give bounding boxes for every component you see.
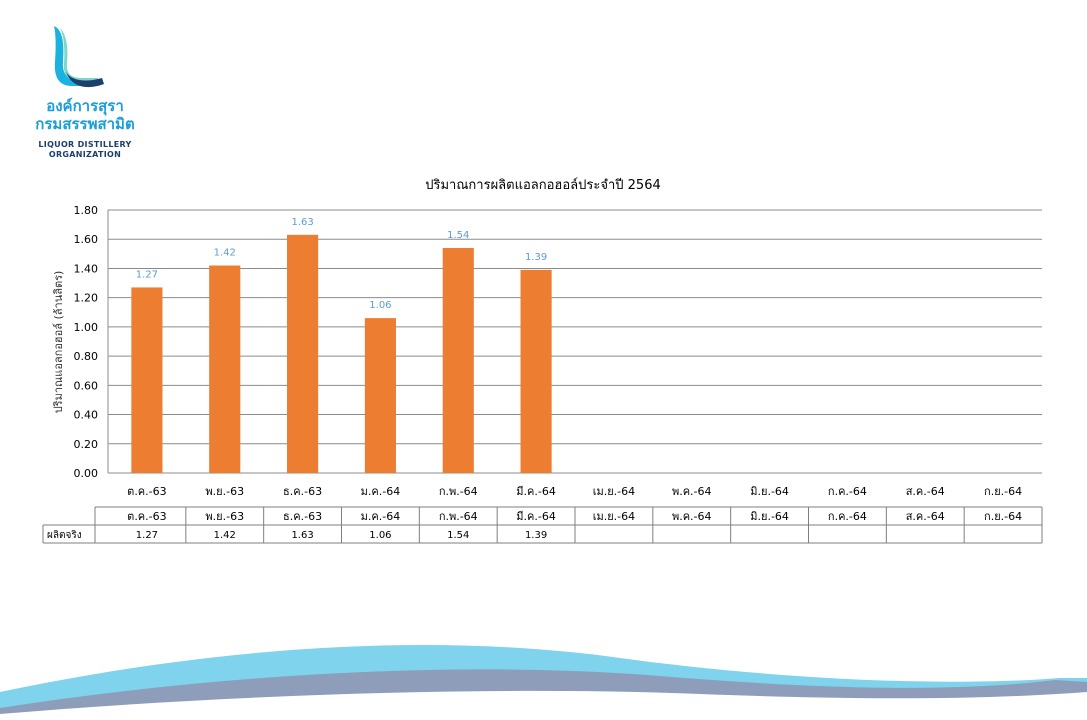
table-header-cell: ต.ค.-63 xyxy=(127,510,166,523)
bar xyxy=(364,318,396,473)
x-tick-label: มี.ค.-64 xyxy=(516,485,556,498)
logo-name-english-line2: ORGANIZATION xyxy=(48,150,122,159)
data-label: 1.27 xyxy=(136,269,158,280)
x-tick-label: ก.ค.-64 xyxy=(828,485,867,498)
y-tick-label: 1.40 xyxy=(74,262,99,275)
gridlines xyxy=(107,209,1042,474)
table-header-cell: ก.พ.-64 xyxy=(439,510,478,523)
y-tick-label: 0.80 xyxy=(74,350,99,363)
table-value-cell: 1.42 xyxy=(214,530,236,541)
y-tick-labels: 0.00 0.20 0.40 0.60 0.80 1.00 1.20 1.40 1.60 1.80 xyxy=(74,204,99,480)
y-tick-label: 1.80 xyxy=(74,204,99,217)
bar xyxy=(131,287,163,473)
x-tick-label: เม.ย.-64 xyxy=(593,485,635,498)
table-value-cell: 1.39 xyxy=(525,530,547,541)
table-header-cell: ม.ค.-64 xyxy=(361,510,401,523)
production-chart: ปริมาณการผลิตแอลกอฮอล์ประจำปี 2564 ปริมา… xyxy=(42,177,1043,544)
x-tick-label: ม.ค.-64 xyxy=(361,485,401,498)
data-label: 1.39 xyxy=(525,252,547,263)
table-header-cell: ธ.ค.-63 xyxy=(283,510,322,523)
y-tick-label: 0.40 xyxy=(74,409,99,422)
table-value-cell: 1.63 xyxy=(291,530,313,541)
table-row-header: ผลิตจริง xyxy=(47,530,82,541)
table-header-cell: ส.ค.-64 xyxy=(906,510,945,523)
data-label: 1.06 xyxy=(369,300,391,311)
logo-name-thai-line1: องค์การสุรา xyxy=(46,97,124,115)
table-header-cell: พ.ค.-64 xyxy=(672,510,712,523)
table-header-cell: เม.ย.-64 xyxy=(593,510,635,523)
x-tick-label: ก.พ.-64 xyxy=(439,485,478,498)
data-labels: 1.27 1.42 1.63 1.06 1.54 1.39 xyxy=(136,217,547,311)
logo: องค์การสุรา กรมสรรพสามิต LIQUOR DISTILLE… xyxy=(20,18,150,168)
decorative-waves-icon xyxy=(0,645,1087,720)
y-tick-label: 0.00 xyxy=(74,467,99,480)
table-header-cell: ก.ค.-64 xyxy=(828,510,867,523)
table-header-cell: มี.ค.-64 xyxy=(516,510,556,523)
bar xyxy=(442,247,474,473)
x-tick-label: ก.ย.-64 xyxy=(984,485,1022,498)
data-label: 1.42 xyxy=(214,248,236,259)
table-header-cell: ก.ย.-64 xyxy=(984,510,1022,523)
bar xyxy=(520,269,552,473)
x-tick-label: มิ.ย.-64 xyxy=(750,485,789,498)
table-value-cell: 1.54 xyxy=(447,530,469,541)
y-tick-label: 0.60 xyxy=(74,379,99,392)
logo-name-thai-line2: กรมสรรพสามิต xyxy=(35,115,135,133)
table-value-cell: 1.27 xyxy=(136,530,158,541)
y-tick-label: 0.20 xyxy=(74,438,99,451)
logo-l-mark-icon xyxy=(54,26,104,88)
y-tick-label: 1.00 xyxy=(74,321,99,334)
y-axis-label: ปริมาณแอลกอฮอล์ (ล้านลิตร) xyxy=(52,271,65,414)
data-label: 1.63 xyxy=(291,217,313,228)
table-header-cell: พ.ย.-63 xyxy=(205,510,244,523)
logo-name-english-line1: LIQUOR DISTILLERY xyxy=(38,140,132,149)
y-tick-label: 1.60 xyxy=(74,233,99,246)
x-tick-label: ธ.ค.-63 xyxy=(283,485,322,498)
x-tick-labels: ต.ค.-63 พ.ย.-63 ธ.ค.-63 ม.ค.-64 ก.พ.-64 มี.ค.… xyxy=(127,485,1022,498)
y-tick-label: 1.20 xyxy=(74,292,99,305)
x-tick-label: พ.ย.-63 xyxy=(205,485,244,498)
table-header-cell: มิ.ย.-64 xyxy=(750,510,789,523)
bar xyxy=(209,265,241,473)
table-value-cell: 1.06 xyxy=(369,530,391,541)
x-tick-label: ต.ค.-63 xyxy=(127,485,166,498)
data-label: 1.54 xyxy=(447,230,469,241)
data-table: ผลิตจริง ต.ค.-63 1.27 พ.ย.-63 1.42 ธ.ค.-63 1.6… xyxy=(42,506,1043,544)
bars xyxy=(131,234,552,473)
bar xyxy=(287,234,319,473)
x-tick-label: พ.ค.-64 xyxy=(672,485,712,498)
chart-title: ปริมาณการผลิตแอลกอฮอล์ประจำปี 2564 xyxy=(425,177,661,193)
x-tick-label: ส.ค.-64 xyxy=(906,485,945,498)
